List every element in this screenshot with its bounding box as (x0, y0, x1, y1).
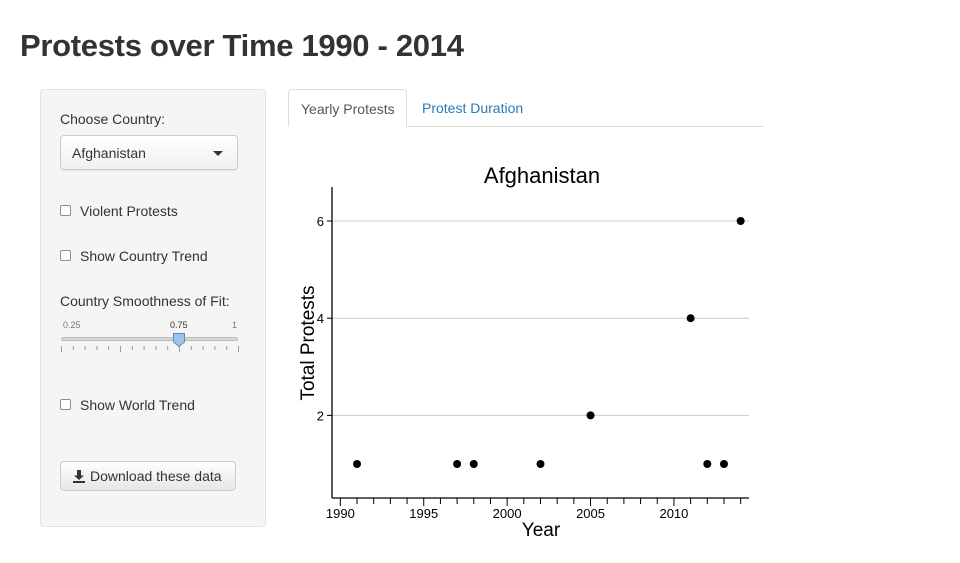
sidebar-panel: Choose Country: Afghanistan Violent Prot… (40, 89, 266, 527)
x-tick-label: 2010 (659, 506, 688, 521)
slider-min-label: 0.25 (63, 320, 81, 330)
country-trend-checkbox[interactable] (60, 250, 71, 261)
chart-x-axis-label: Year (522, 520, 561, 541)
y-tick-label: 4 (317, 311, 324, 326)
download-button-label: Download these data (90, 468, 222, 484)
country-trend-label[interactable]: Show Country Trend (80, 248, 208, 264)
data-point (453, 459, 462, 468)
violent-protests-checkbox[interactable] (60, 205, 71, 216)
data-point (686, 314, 695, 323)
country-select[interactable]: Afghanistan (60, 135, 238, 170)
x-tick-label: 1995 (409, 506, 438, 521)
tab-yearly-protests-label: Yearly Protests (301, 101, 395, 117)
slider-value-label: 0.75 (170, 320, 188, 330)
tab-yearly-protests[interactable]: Yearly Protests (288, 89, 407, 127)
tab-bar: Yearly Protests Protest Duration (288, 89, 764, 127)
y-tick-label: 6 (317, 214, 324, 229)
world-trend-checkbox[interactable] (60, 399, 71, 410)
data-point (719, 459, 728, 468)
data-point (703, 459, 712, 468)
page-title: Protests over Time 1990 - 2014 (20, 28, 464, 63)
y-tick-label: 2 (317, 408, 324, 423)
chart-points (353, 217, 745, 468)
x-tick-label: 2000 (493, 506, 522, 521)
smoothness-label: Country Smoothness of Fit: (60, 293, 230, 309)
tab-bar-divider (288, 126, 764, 127)
protests-chart: Afghanistan 2 4 6 1990 1995 2000 2005 2010 Year… (298, 163, 749, 541)
download-button[interactable]: Download these data (60, 461, 236, 491)
data-point (536, 459, 545, 468)
tab-protest-duration-label: Protest Duration (422, 100, 524, 116)
data-point (469, 459, 478, 468)
country-select-value: Afghanistan (72, 145, 146, 161)
x-tick-label: 1990 (326, 506, 355, 521)
slider-max-label: 1 (232, 320, 238, 330)
chart-axes: 2 4 6 1990 1995 2000 2005 2010 (317, 187, 749, 521)
country-select-label: Choose Country: (60, 111, 166, 127)
data-point (353, 459, 362, 468)
chart-y-axis-label: Total Protests (298, 285, 319, 400)
data-point (586, 411, 595, 420)
caret-down-icon (213, 151, 223, 156)
violent-protests-label[interactable]: Violent Protests (80, 203, 178, 219)
download-icon (73, 470, 85, 483)
smoothness-slider-handle[interactable] (172, 332, 186, 348)
chart-title: Afghanistan (484, 163, 600, 188)
tab-protest-duration[interactable]: Protest Duration (407, 89, 537, 127)
x-tick-label: 2005 (576, 506, 605, 521)
data-point (736, 217, 745, 226)
slider-ticks (61, 346, 239, 352)
smoothness-slider-track[interactable] (61, 337, 238, 341)
world-trend-label[interactable]: Show World Trend (80, 397, 195, 413)
chart-gridlines (332, 220, 749, 416)
